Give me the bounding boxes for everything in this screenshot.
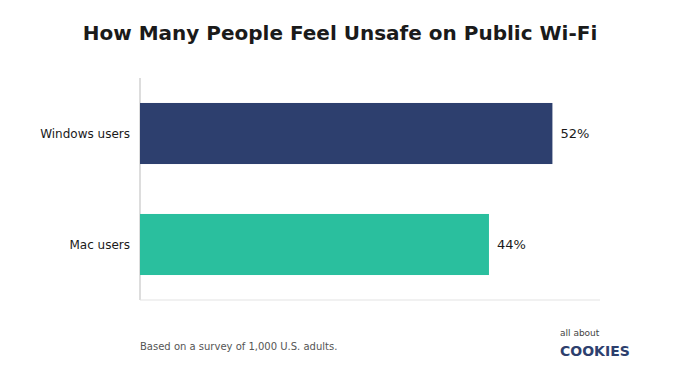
labels: 52% Windows users 44% Mac users xyxy=(40,126,589,252)
logo-text: COOKIES xyxy=(560,343,630,359)
data-label: 44% xyxy=(497,237,526,252)
footnote: Based on a survey of 1,000 U.S. adults. xyxy=(140,341,337,352)
title: How Many People Feel Unsafe on Public Wi… xyxy=(83,21,598,45)
category-label: Windows users xyxy=(40,127,130,141)
bars xyxy=(140,103,552,275)
category-label: Mac users xyxy=(69,238,130,252)
bar xyxy=(140,214,489,275)
data-label: 52% xyxy=(560,126,589,141)
chart: How Many People Feel Unsafe on Public Wi… xyxy=(0,0,680,375)
bar xyxy=(140,103,552,164)
x-axis-line xyxy=(140,300,600,301)
logo-text: all about xyxy=(560,328,600,338)
